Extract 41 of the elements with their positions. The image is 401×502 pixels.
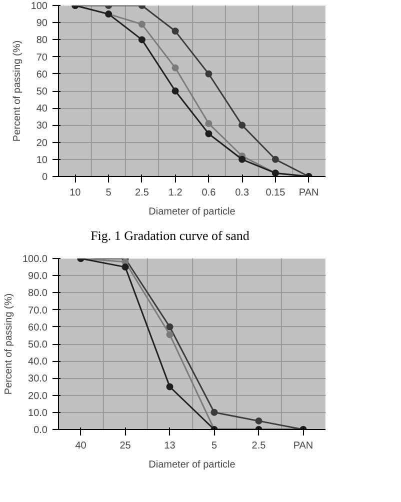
y-tick-label: 70.0 — [28, 304, 48, 316]
y-tick-label: 30 — [36, 120, 48, 132]
y-tick-label: 10.0 — [28, 407, 48, 418]
y-tick-label: 80 — [36, 35, 48, 46]
caption: Fig. 1 Gradation curve of sand — [90, 227, 250, 245]
x-tick-label: 0.6 — [202, 188, 216, 198]
y-axis-title: Percent of passing (%) — [3, 292, 14, 394]
y-tick-label: 30.0 — [28, 373, 48, 384]
y-tick-label: 0.0 — [34, 424, 48, 436]
y-tick-label: 90 — [36, 18, 48, 30]
x-tick-label: 5 — [106, 188, 112, 198]
x-tick-label: PAN — [293, 440, 314, 452]
x-tick-label: 13 — [164, 440, 176, 452]
y-tick-label: 100 — [30, 1, 48, 12]
y-tick-label: 10 — [36, 154, 48, 166]
y-tick-label: 90.0 — [28, 270, 48, 282]
x-tick-label: 2.5 — [134, 188, 150, 198]
x-tick-label: 5 — [211, 440, 218, 452]
y-tick-label: 0 — [42, 172, 48, 183]
y-tick-label: 50 — [36, 86, 48, 98]
x-tick-label: 10 — [70, 188, 82, 198]
y-tick-label: 20 — [36, 138, 48, 149]
x-tick-label: 0.3 — [235, 188, 250, 198]
y-tick-label: 70 — [36, 52, 48, 64]
y-tick-label: 50.0 — [28, 339, 48, 350]
y-tick-label: 100.0 — [22, 254, 48, 265]
x-tick-label: 2.5 — [252, 440, 266, 452]
x-tick-label: 1.2 — [168, 188, 183, 198]
x-axis-title: Diameter of particle — [148, 459, 236, 470]
x-tick-label: PAN — [298, 188, 319, 198]
y-tick-label: 60.0 — [28, 322, 48, 333]
x-tick-label: 40 — [75, 440, 87, 452]
x-tick-label: 0.15 — [266, 188, 286, 198]
y-tick-label: 60 — [36, 69, 48, 80]
x-axis-title: Diameter of particle — [148, 206, 236, 218]
x-tick-label: 25 — [120, 440, 132, 452]
y-tick-label: 80.0 — [28, 288, 48, 299]
y-axis-title: Percent of passing (%) — [12, 40, 23, 142]
y-tick-label: 20.0 — [28, 390, 48, 402]
y-tick-label: 40 — [36, 104, 48, 115]
y-tick-label: 40.0 — [28, 356, 48, 368]
